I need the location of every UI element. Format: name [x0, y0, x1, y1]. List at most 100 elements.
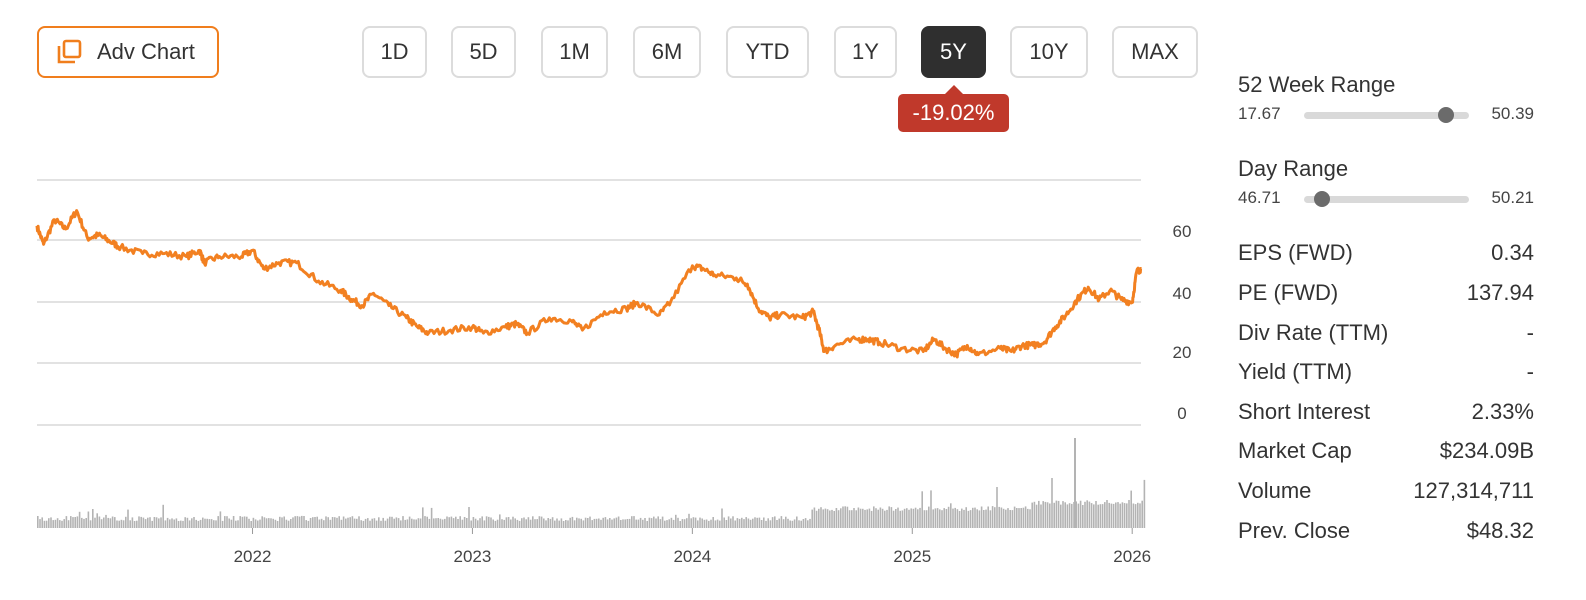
day-high: 50.21 [1491, 188, 1534, 207]
volume-bar [558, 520, 560, 528]
volume-bar [72, 517, 74, 528]
stat-value: - [1526, 320, 1534, 345]
volume-bar [400, 520, 402, 528]
volume-bar [92, 509, 94, 528]
volume-bar [892, 510, 895, 528]
volume-bar [499, 514, 501, 528]
volume-bar [807, 520, 809, 528]
range-button-max[interactable]: MAX [1112, 26, 1198, 78]
volume-bar [470, 520, 472, 528]
stat-volume: Volume 127,314,711 [1238, 478, 1534, 508]
volume-bar [914, 507, 917, 528]
x-axis-ticks: 2022 2023 2024 2025 2026 [234, 528, 1151, 566]
range-label: MAX [1131, 39, 1179, 64]
week52-low: 17.67 [1238, 104, 1281, 123]
volume-bar [455, 516, 457, 528]
volume-bar [1055, 500, 1058, 528]
volume-bar [446, 516, 448, 528]
volume-bar [63, 519, 65, 528]
price-chart[interactable]: 0 20 40 60 2022 2023 2024 2025 2026 [0, 0, 1200, 600]
volume-bar [292, 517, 294, 528]
volume-bar [787, 518, 789, 528]
volume-bar [747, 518, 750, 528]
volume-bar [760, 520, 763, 528]
volume-bar [756, 517, 758, 528]
volume-bar [899, 510, 901, 528]
volume-bar [569, 517, 571, 528]
volume-bar [884, 510, 886, 528]
range-label: 5Y [940, 39, 967, 64]
volume-bar [239, 516, 241, 528]
volume-bar [37, 516, 39, 528]
volume-bar [771, 517, 774, 528]
volume-bar [855, 510, 857, 528]
volume-bar [516, 519, 519, 528]
volume-bar [965, 507, 967, 528]
volume-bar [958, 511, 961, 528]
volume-bar [345, 518, 347, 528]
volume-bar [261, 516, 263, 528]
volume-bar [1112, 503, 1115, 528]
volume-bar [129, 520, 131, 528]
volume-bar [353, 518, 356, 528]
volume-bar [87, 511, 90, 528]
volume-bar [338, 516, 340, 528]
volume-bar [232, 516, 235, 528]
chart-grid [37, 179, 1141, 426]
volume-bar [184, 517, 186, 528]
volume-bar [633, 516, 635, 528]
volume-bar [532, 516, 534, 528]
volume-bar [153, 517, 156, 528]
volume-bar [305, 520, 307, 528]
volume-bar [587, 518, 589, 528]
volume-bar [114, 517, 116, 528]
volume-bar [257, 520, 259, 528]
volume-bar [1143, 479, 1146, 528]
volume-bar [1075, 501, 1077, 528]
range-button-1m[interactable]: 1M [541, 26, 608, 78]
volume-bar [312, 517, 314, 528]
range-button-ytd[interactable]: YTD [726, 26, 809, 78]
volume-bar [1077, 503, 1080, 528]
stat-label: Short Interest [1238, 399, 1371, 424]
volume-bar [1009, 510, 1011, 528]
volume-bar [543, 518, 545, 528]
volume-bar [479, 518, 481, 528]
volume-bar [956, 509, 959, 528]
volume-bar [378, 517, 380, 528]
volume-bar [567, 520, 569, 528]
volume-bar [140, 516, 142, 528]
range-button-5y[interactable]: 5Y [921, 26, 986, 78]
volume-bar [191, 518, 193, 528]
volume-bar [228, 518, 230, 528]
volume-bar [433, 518, 435, 528]
range-button-1y[interactable]: 1Y [834, 26, 897, 78]
chart-windows-icon [57, 39, 82, 64]
volume-bar [576, 517, 578, 528]
volume-bar [197, 520, 200, 528]
range-button-5d[interactable]: 5D [451, 26, 516, 78]
adv-chart-button[interactable]: Adv Chart [37, 26, 219, 78]
range-button-1d[interactable]: 1D [362, 26, 427, 78]
volume-bar [164, 520, 167, 528]
volume-bars [37, 438, 1146, 528]
volume-bar [584, 517, 587, 528]
volume-bar [373, 518, 376, 528]
volume-bar [844, 506, 846, 528]
volume-bar [1101, 504, 1104, 528]
range-button-6m[interactable]: 6M [633, 26, 701, 78]
volume-bar [635, 519, 637, 528]
range-button-10y[interactable]: 10Y [1010, 26, 1088, 78]
volume-bar [1013, 506, 1016, 528]
volume-bar [1068, 503, 1071, 528]
stat-prev-close: Prev. Close $48.32 [1238, 518, 1534, 548]
volume-bar [1134, 504, 1137, 528]
volume-bar [397, 518, 400, 528]
volume-bar [901, 510, 904, 528]
volume-bar [864, 509, 866, 528]
volume-bar [307, 520, 310, 528]
volume-bar [1020, 508, 1022, 528]
stat-label: EPS (FWD) [1238, 240, 1353, 265]
volume-bar [848, 510, 851, 528]
volume-bar [655, 518, 657, 528]
